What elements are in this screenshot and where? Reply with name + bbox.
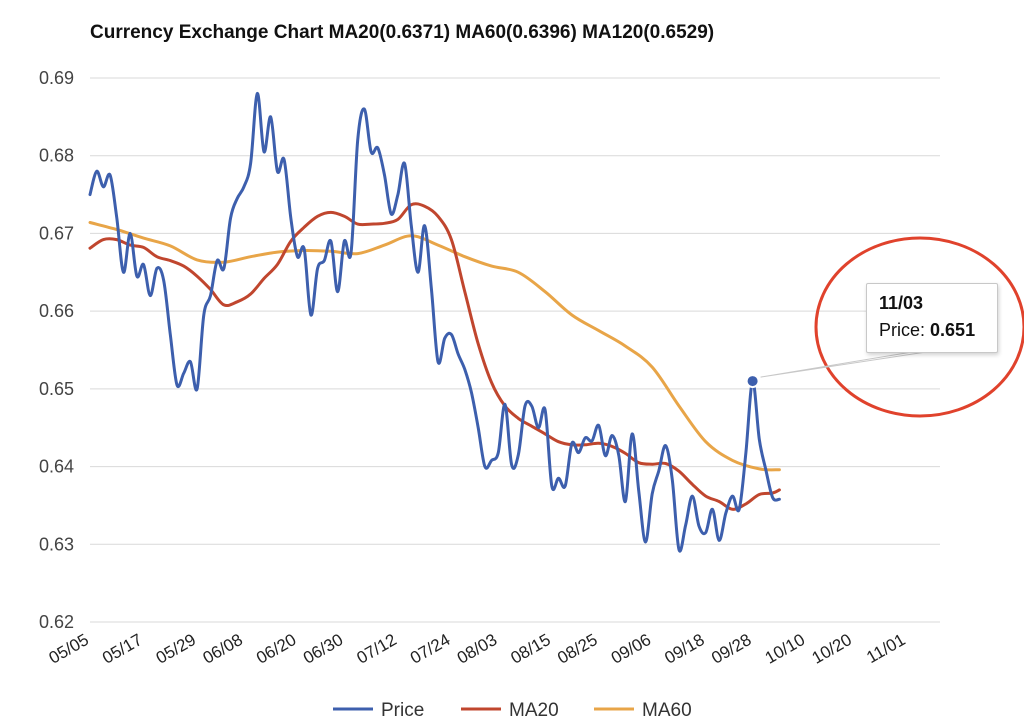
y-axis: 0.62 0.63 0.64 0.65 0.66 0.67 0.68 0.69 (39, 68, 74, 632)
x-tick-label: 05/05 (46, 630, 92, 668)
legend-item-price[interactable]: Price (333, 700, 424, 721)
x-tick-label: 10/20 (809, 630, 855, 668)
legend-item-ma60[interactable]: MA60 (594, 700, 692, 721)
y-tick-label: 0.68 (39, 146, 74, 166)
y-tick-label: 0.64 (39, 457, 74, 477)
chart-title: Currency Exchange Chart MA20(0.6371) MA6… (90, 22, 715, 43)
gridlines (90, 77, 940, 623)
x-tick-label: 08/25 (554, 630, 600, 668)
x-tick-label: 07/24 (407, 630, 453, 668)
legend-label: MA60 (642, 700, 692, 721)
y-tick-label: 0.63 (39, 534, 74, 554)
legend-label: MA20 (509, 700, 559, 721)
y-tick-label: 0.69 (39, 68, 74, 88)
series-line-price (88, 91, 781, 553)
x-axis: 05/05 05/17 05/29 06/08 06/20 06/30 07/12 07/24… (46, 630, 909, 668)
tooltip-label: Price: (879, 320, 926, 340)
tooltip-marker (745, 374, 760, 389)
x-tick-label: 05/29 (153, 630, 199, 668)
legend: Price MA20 MA60 (333, 700, 692, 721)
x-tick-label: 08/15 (507, 630, 553, 668)
x-tick-label: 09/18 (661, 630, 707, 668)
highlight-circle (814, 236, 1024, 418)
y-tick-label: 0.65 (39, 379, 74, 399)
legend-item-ma20[interactable]: MA20 (461, 700, 559, 721)
series-lines (88, 91, 781, 553)
x-tick-label: 09/06 (608, 630, 654, 668)
highlight-group (745, 236, 1024, 418)
tooltip-price-row: Price: 0.651 (879, 320, 985, 341)
x-tick-label: 08/03 (454, 630, 500, 668)
x-tick-label: 11/01 (863, 630, 908, 667)
x-tick-label: 06/20 (253, 630, 299, 668)
x-tick-label: 06/08 (200, 630, 246, 668)
y-tick-label: 0.67 (39, 223, 74, 243)
x-tick-label: 06/30 (300, 630, 346, 668)
x-tick-label: 07/12 (354, 630, 400, 668)
tooltip-date: 11/03 (879, 293, 924, 313)
y-tick-label: 0.62 (39, 612, 74, 632)
tooltip-value: 0.651 (930, 320, 976, 340)
series-line-ma60 (88, 221, 781, 472)
price-tooltip: 11/03 Price: 0.651 (866, 283, 998, 353)
legend-label: Price (381, 700, 424, 721)
series-line-ma20 (88, 202, 781, 511)
x-tick-label: 10/10 (762, 630, 808, 668)
x-tick-label: 05/17 (99, 630, 145, 668)
y-tick-label: 0.66 (39, 301, 74, 321)
tooltip-pointer (760, 351, 927, 378)
x-tick-label: 09/28 (708, 630, 754, 668)
